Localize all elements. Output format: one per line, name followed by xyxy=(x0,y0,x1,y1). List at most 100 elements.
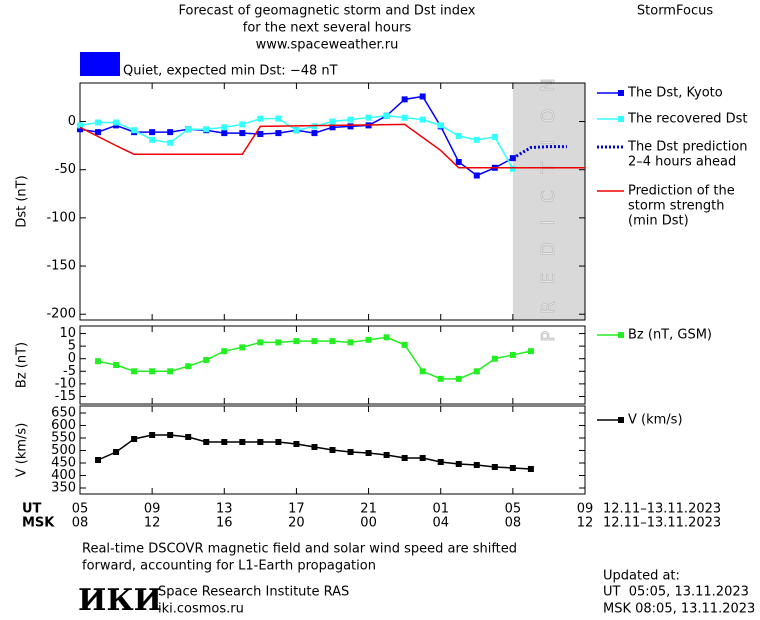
legend-label: (min Dst) xyxy=(628,214,689,229)
data-point xyxy=(95,457,102,463)
x-tick-label: 16 xyxy=(216,516,233,531)
y-tick-label: 400 xyxy=(51,468,76,483)
y-tick-label: 500 xyxy=(51,443,76,458)
y-tick-label: -15 xyxy=(55,389,76,404)
legend-label: The Dst prediction xyxy=(627,140,748,155)
series-line xyxy=(97,434,531,470)
data-point xyxy=(365,114,372,121)
y-axis-label: Bz (nT) xyxy=(15,342,30,388)
data-point xyxy=(275,115,282,122)
y-tick-label: 650 xyxy=(51,406,76,421)
updated: UT 05:05, 13.11.2023 xyxy=(603,585,749,600)
legend-label: storm strength xyxy=(628,199,725,214)
data-point xyxy=(293,441,300,447)
data-point xyxy=(239,344,246,351)
data-point xyxy=(167,368,174,375)
x-tick-label: 01 xyxy=(432,502,449,517)
y-tick-label: -100 xyxy=(46,210,76,225)
data-point xyxy=(365,336,372,343)
data-point xyxy=(113,119,120,126)
data-point xyxy=(257,131,264,138)
x-tick-label: 05 xyxy=(505,502,522,517)
data-point xyxy=(167,129,174,136)
data-point xyxy=(185,363,192,370)
logo: ИКИ xyxy=(78,583,162,618)
prediction-region xyxy=(512,83,585,320)
data-point xyxy=(455,461,462,467)
data-point xyxy=(491,133,498,140)
data-point xyxy=(419,116,426,123)
y-tick-label: -50 xyxy=(55,162,76,177)
data-point xyxy=(293,338,300,345)
data-point xyxy=(509,465,516,471)
data-point xyxy=(347,123,354,130)
y-tick-label: 350 xyxy=(51,481,76,496)
x-tick-label: 17 xyxy=(288,502,305,517)
data-point xyxy=(347,116,354,123)
data-point xyxy=(473,462,480,468)
updated: Updated at: xyxy=(603,569,680,584)
data-point xyxy=(311,338,318,345)
data-point xyxy=(149,129,156,136)
x-tick-label: 20 xyxy=(288,516,305,531)
data-point xyxy=(491,464,498,470)
prediction-label: PREDICTION xyxy=(538,61,559,341)
x-row-label: MSK xyxy=(22,516,55,531)
date-range: 12.11–13.11.2023 xyxy=(603,502,721,517)
data-point xyxy=(221,348,228,355)
data-point xyxy=(383,334,390,341)
y-axis-label: V (km/s) xyxy=(15,423,30,478)
y-tick-label: 600 xyxy=(51,418,76,433)
data-point xyxy=(95,129,102,136)
y-tick-label: 0 xyxy=(68,351,76,366)
data-point xyxy=(77,126,83,133)
data-point xyxy=(257,439,264,445)
data-point xyxy=(401,114,408,121)
series-line xyxy=(79,123,585,169)
data-point xyxy=(509,165,516,172)
x-row-label: UT xyxy=(22,502,42,517)
legend-marker xyxy=(618,417,624,423)
x-tick-label: 08 xyxy=(505,516,522,531)
url: iki.cosmos.ru xyxy=(158,602,244,617)
data-point xyxy=(167,432,174,438)
data-point xyxy=(95,358,102,365)
status-indicator xyxy=(80,52,120,76)
data-point xyxy=(527,466,534,472)
plot-frame xyxy=(79,82,586,321)
data-point xyxy=(113,362,120,368)
data-point xyxy=(383,112,390,119)
y-tick-label: -150 xyxy=(46,259,76,274)
data-point xyxy=(329,338,336,345)
data-point xyxy=(293,127,300,134)
title-line: www.spaceweather.ru xyxy=(256,38,399,53)
data-point xyxy=(257,115,264,122)
series-line xyxy=(512,145,567,160)
data-point xyxy=(275,130,282,137)
updated: MSK 08:05, 13.11.2023 xyxy=(603,602,755,617)
data-point xyxy=(401,341,408,348)
x-tick-label: 12 xyxy=(577,516,594,531)
legend-marker xyxy=(618,116,624,122)
data-point xyxy=(455,375,462,382)
institute: Space Research Institute RAS xyxy=(158,585,349,600)
legend-label: 2–4 hours ahead xyxy=(628,155,736,170)
legend-label: Prediction of the xyxy=(628,184,735,199)
data-point xyxy=(149,136,156,143)
legend-label: The recovered Dst xyxy=(627,112,747,127)
legend-marker xyxy=(618,90,624,96)
data-point xyxy=(347,339,354,346)
x-tick-label: 12 xyxy=(144,516,161,531)
x-tick-label: 21 xyxy=(360,502,377,517)
title-line: Forecast of geomagnetic storm and Dst in… xyxy=(178,4,475,19)
data-point xyxy=(509,351,516,358)
data-point xyxy=(203,356,210,363)
data-point xyxy=(383,452,390,458)
plot-frame xyxy=(79,325,586,405)
data-point xyxy=(185,434,192,440)
data-point xyxy=(167,139,174,146)
x-tick-label: 04 xyxy=(432,516,449,531)
y-tick-label: -10 xyxy=(55,376,76,391)
data-point xyxy=(329,124,336,131)
